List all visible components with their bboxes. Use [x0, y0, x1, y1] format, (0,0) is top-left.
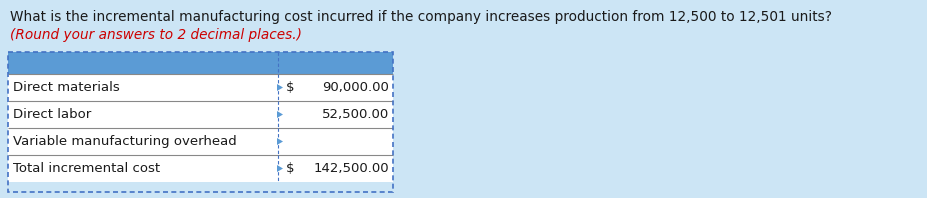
Bar [8, 52, 393, 74]
Text: $: $ [286, 81, 295, 94]
Polygon shape [277, 84, 283, 91]
Text: Direct labor: Direct labor [13, 108, 91, 121]
Text: $: $ [286, 162, 295, 175]
Text: What is the incremental manufacturing cost incurred if the company increases pro: What is the incremental manufacturing co… [10, 10, 832, 24]
Text: Variable manufacturing overhead: Variable manufacturing overhead [13, 135, 236, 148]
Polygon shape [277, 138, 283, 145]
Text: 90,000.00: 90,000.00 [322, 81, 389, 94]
Polygon shape [277, 111, 283, 118]
Bar [8, 74, 393, 101]
Polygon shape [277, 165, 283, 172]
Text: Direct materials: Direct materials [13, 81, 120, 94]
Bar [8, 101, 393, 128]
Bar [8, 155, 393, 182]
Bar [8, 52, 393, 192]
Text: Total incremental cost: Total incremental cost [13, 162, 160, 175]
Bar [8, 128, 393, 155]
Text: (Round your answers to 2 decimal places.): (Round your answers to 2 decimal places.… [10, 28, 302, 42]
Text: 52,500.00: 52,500.00 [322, 108, 389, 121]
Text: 142,500.00: 142,500.00 [313, 162, 389, 175]
